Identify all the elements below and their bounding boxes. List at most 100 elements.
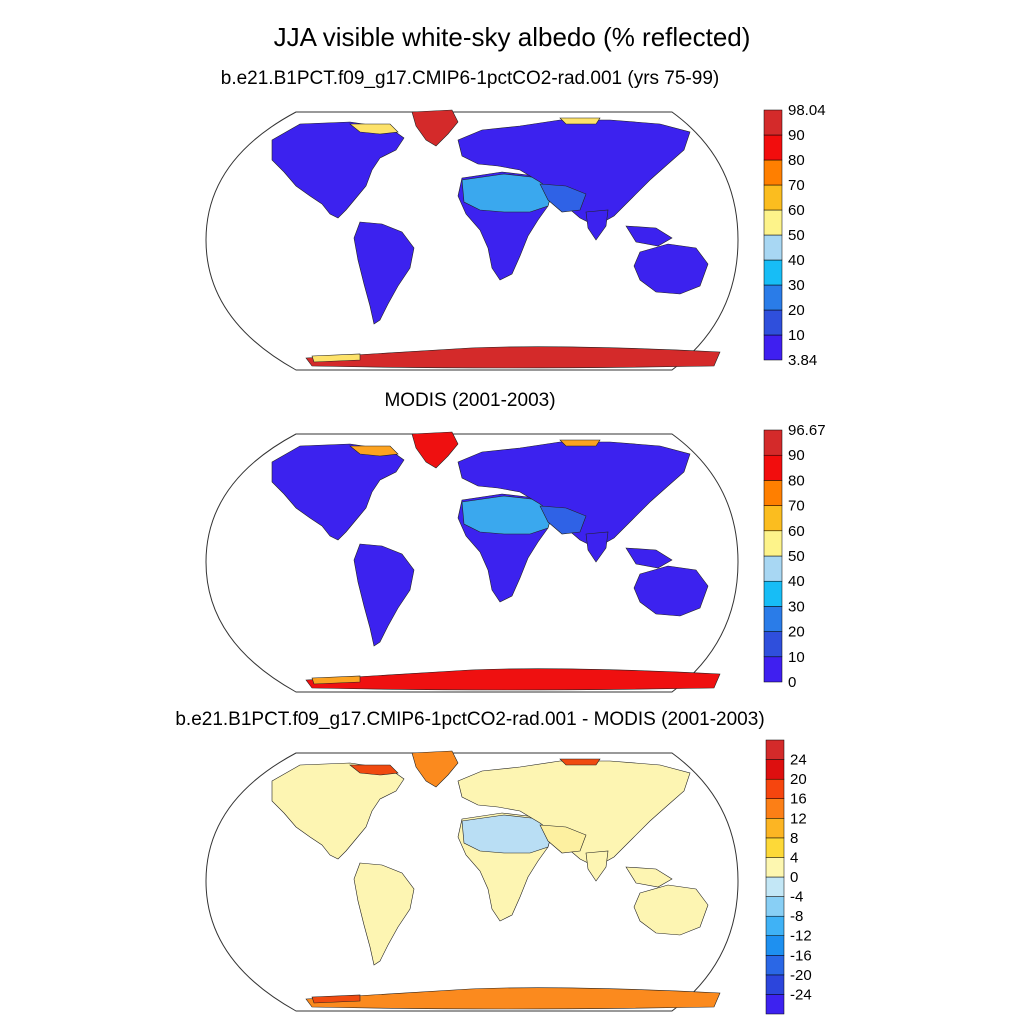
panel-2-subtitle: MODIS (2001-2003) [384, 390, 556, 411]
colorbar-tick-label: -20 [790, 967, 812, 984]
colorbar-swatch [765, 974, 785, 995]
map-panel-3 [205, 750, 739, 1012]
colorbar-swatch [763, 209, 783, 236]
colorbar-2: 0 10 20 30 40 50 60 70 80 90 96.67 [763, 422, 826, 691]
colorbar-swatch [765, 935, 785, 956]
colorbar-swatch [765, 837, 785, 858]
colorbar-tick-label: 80 [788, 472, 805, 489]
map-continents [271, 109, 721, 369]
region-land [625, 225, 673, 247]
region-land [585, 209, 609, 241]
colorbar-swatch [765, 759, 785, 780]
region-ice [411, 750, 459, 788]
region-desert [539, 183, 587, 213]
colorbar-swatch [763, 334, 783, 361]
colorbar-tick-label: 3.84 [788, 352, 817, 369]
colorbar-tick-label: 16 [790, 791, 807, 808]
colorbar-swatch [763, 631, 783, 658]
region-land [585, 531, 609, 563]
region-ice [305, 346, 721, 369]
colorbar-tick-label: 30 [788, 598, 805, 615]
region-land [353, 221, 415, 325]
colorbar-swatch [763, 480, 783, 506]
region-ice [305, 668, 721, 691]
region-land [625, 866, 673, 888]
colorbar-tick-label: 8 [790, 830, 798, 847]
map-panel-1 [205, 109, 739, 371]
region-ice [411, 431, 459, 469]
colorbar-tick-label: 70 [788, 498, 805, 515]
figure-title: JJA visible white-sky albedo (% reflecte… [273, 22, 751, 52]
panel-1-subtitle: b.e21.B1PCT.f09_g17.CMIP6-1pctCO2-rad.00… [220, 68, 720, 89]
colorbar-tick-label: 0 [788, 674, 796, 691]
colorbar-tick-label: 60 [788, 202, 805, 219]
map-panel-2 [205, 431, 739, 693]
colorbar-swatch [765, 994, 785, 1015]
colorbar-tick-label: 20 [788, 624, 805, 641]
colorbar-swatch [763, 580, 783, 607]
region-edge [311, 994, 361, 1004]
panel-3-subtitle: b.e21.B1PCT.f09_g17.CMIP6-1pctCO2-rad.00… [175, 709, 765, 730]
colorbar-swatch [765, 955, 785, 976]
colorbar-tick-label: 20 [790, 771, 807, 788]
colorbar-tick-label: 50 [788, 227, 805, 244]
region-edge [311, 675, 361, 685]
colorbar-tick-label: -24 [790, 986, 812, 1003]
colorbar-tick-label: 96.67 [788, 422, 826, 439]
colorbar-tick-label: 10 [788, 327, 805, 344]
colorbar-tick-label: 30 [788, 277, 805, 294]
map-continents [271, 750, 721, 1010]
colorbar-swatch [763, 109, 783, 136]
region-edge [349, 445, 399, 457]
colorbar-tick-label: -8 [790, 908, 803, 925]
region-ice [305, 987, 721, 1010]
colorbar-swatch [763, 429, 783, 456]
region-edge [311, 353, 361, 363]
colorbar-tick-label: 98.04 [788, 102, 826, 119]
colorbar-swatch [765, 739, 785, 760]
colorbar-swatch [763, 606, 783, 632]
colorbar-tick-label: 0 [790, 869, 798, 886]
colorbar-swatch [765, 778, 785, 799]
colorbar-swatch [763, 159, 783, 186]
region-edge [349, 764, 399, 776]
region-sahara [461, 173, 553, 213]
region-edge [559, 758, 601, 766]
colorbar-tick-label: 80 [788, 152, 805, 169]
colorbar-tick-label: 40 [788, 573, 805, 590]
colorbar-swatch [763, 505, 783, 532]
region-edge [559, 117, 601, 125]
colorbar-tick-label: 90 [788, 447, 805, 464]
region-sahara [461, 495, 553, 535]
colorbar-swatch [763, 184, 783, 211]
colorbar-3: -24 -20 -16 -12 -8 -4 0 4 8 12 16 20 24 [765, 739, 812, 1015]
colorbar-tick-label: 70 [788, 177, 805, 194]
map-continents [271, 431, 721, 691]
colorbar-swatch [763, 259, 783, 286]
region-land [353, 862, 415, 966]
region-desert [539, 505, 587, 535]
colorbar-tick-label: -12 [790, 928, 812, 945]
region-land [633, 884, 709, 936]
colorbar-swatch [763, 454, 783, 481]
colorbar-swatch [763, 309, 783, 336]
region-sahara [461, 814, 553, 854]
colorbar-tick-label: 60 [788, 523, 805, 540]
colorbar-swatch [763, 134, 783, 161]
region-desert [539, 824, 587, 854]
region-land [633, 243, 709, 295]
region-land [633, 565, 709, 617]
region-land [585, 850, 609, 882]
colorbar-tick-label: 24 [790, 752, 807, 769]
colorbar-swatch [765, 896, 785, 917]
colorbar-tick-label: -16 [790, 947, 812, 964]
region-land [625, 547, 673, 569]
region-ice [411, 109, 459, 147]
colorbar-swatch [765, 798, 785, 819]
region-edge [559, 439, 601, 447]
colorbar-tick-label: -4 [790, 889, 803, 906]
colorbar-swatch [763, 555, 783, 582]
region-land [353, 543, 415, 647]
region-edge [349, 123, 399, 135]
